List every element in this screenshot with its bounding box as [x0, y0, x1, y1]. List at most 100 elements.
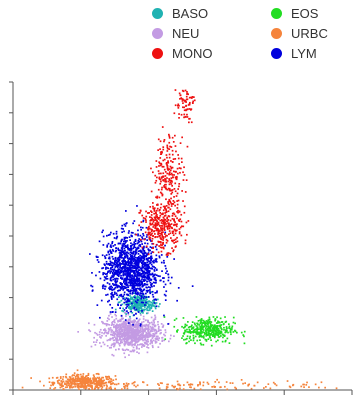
point-mono: [168, 183, 171, 186]
point-baso: [143, 308, 145, 311]
point-lym: [116, 257, 119, 260]
point-mono: [173, 239, 176, 242]
point-mono: [166, 177, 168, 179]
point-mono: [181, 161, 183, 163]
point-baso: [145, 307, 148, 310]
point-mono: [155, 244, 158, 246]
point-lym: [123, 265, 126, 268]
point-neu: [118, 344, 121, 347]
point-urbc: [49, 387, 52, 389]
point-neu: [110, 344, 113, 347]
point-urbc: [69, 377, 72, 380]
point-eos: [211, 331, 213, 334]
point-lym: [141, 237, 144, 240]
point-mono: [162, 241, 164, 244]
point-lym: [127, 304, 130, 306]
point-lym: [102, 284, 105, 286]
point-mono: [155, 229, 157, 232]
point-lym: [102, 244, 105, 246]
point-lym: [120, 256, 123, 259]
point-urbc: [96, 382, 98, 385]
point-mono: [165, 208, 167, 210]
point-neu: [111, 329, 114, 332]
point-eos: [195, 331, 198, 333]
point-urbc: [98, 380, 101, 383]
point-lym: [109, 262, 112, 265]
point-lym: [115, 259, 118, 262]
point-neu: [110, 346, 112, 349]
legend-item-urbc[interactable]: URBC: [271, 23, 328, 43]
point-mono: [172, 176, 174, 179]
legend-item-eos[interactable]: EOS: [271, 3, 318, 23]
point-lym: [121, 286, 123, 289]
point-mono: [181, 100, 184, 102]
point-lym: [121, 251, 123, 254]
legend-item-baso[interactable]: BASO: [152, 3, 208, 23]
point-neu: [154, 328, 157, 331]
point-eos: [216, 326, 218, 329]
point-lym: [129, 248, 131, 250]
point-neu: [122, 349, 125, 351]
point-neu: [160, 332, 162, 334]
point-lym: [133, 243, 136, 246]
point-eos: [209, 322, 212, 325]
point-lym: [120, 227, 123, 230]
point-eos: [228, 323, 230, 325]
point-lym: [106, 272, 108, 275]
legend-item-lym[interactable]: LYM: [271, 43, 317, 63]
point-neu: [121, 335, 124, 337]
point-mono: [170, 160, 172, 162]
point-baso: [135, 307, 138, 310]
point-mono: [182, 106, 184, 109]
point-mono: [164, 206, 166, 209]
point-neu: [115, 337, 117, 340]
legend-item-mono[interactable]: MONO: [152, 43, 212, 63]
point-urbc: [77, 377, 80, 380]
point-urbc: [81, 376, 84, 379]
point-mono: [149, 231, 151, 234]
point-lym: [117, 268, 120, 270]
point-lym: [109, 285, 111, 288]
point-neu: [132, 339, 135, 341]
point-neu: [119, 320, 122, 323]
point-lym: [134, 243, 137, 245]
point-lym: [135, 313, 137, 315]
point-urbc: [78, 388, 80, 391]
point-mono: [173, 218, 175, 221]
legend-item-neu[interactable]: NEU: [152, 23, 199, 43]
point-eos: [229, 327, 231, 330]
point-neu: [159, 329, 161, 331]
point-mono: [152, 247, 154, 249]
point-baso: [143, 299, 146, 301]
point-neu: [122, 333, 125, 335]
point-neu: [132, 325, 134, 328]
point-mono: [151, 222, 154, 225]
point-urbc: [86, 377, 89, 379]
point-baso: [157, 305, 160, 308]
point-mono: [176, 236, 178, 239]
point-lym: [150, 285, 153, 288]
point-lym: [112, 273, 114, 275]
point-mono: [167, 254, 169, 256]
point-neu: [144, 341, 147, 344]
point-lym: [117, 265, 119, 267]
point-lym: [100, 299, 103, 302]
point-mono: [164, 183, 166, 186]
point-mono: [166, 226, 169, 229]
point-lym: [166, 256, 169, 258]
point-mono: [171, 153, 174, 156]
point-lym: [136, 287, 139, 290]
point-lym: [147, 267, 149, 270]
point-neu: [115, 317, 118, 320]
point-eos: [229, 330, 232, 332]
point-neu: [116, 329, 119, 332]
point-mono: [168, 141, 171, 144]
point-mono: [159, 246, 162, 249]
point-eos: [213, 325, 215, 328]
point-mono: [169, 208, 172, 211]
point-neu: [160, 329, 162, 332]
point-urbc: [54, 387, 57, 389]
point-lym: [121, 260, 123, 262]
point-mono: [177, 104, 179, 107]
point-neu: [145, 333, 147, 336]
